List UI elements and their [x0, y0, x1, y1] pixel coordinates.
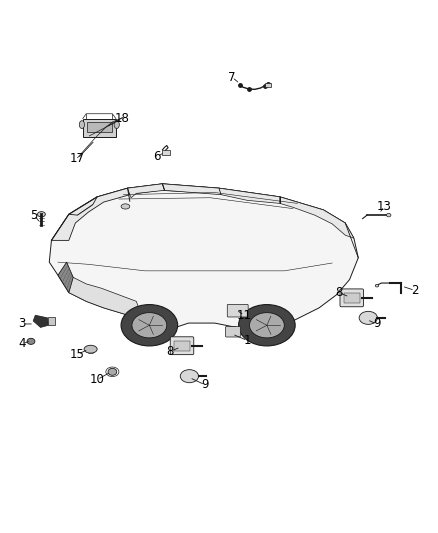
Ellipse shape [180, 370, 198, 383]
Polygon shape [33, 315, 48, 327]
FancyBboxPatch shape [344, 293, 360, 303]
Polygon shape [69, 196, 119, 225]
Text: 2: 2 [411, 284, 419, 297]
Polygon shape [62, 271, 143, 319]
Polygon shape [127, 184, 165, 198]
Text: 11: 11 [237, 309, 252, 322]
Text: 13: 13 [377, 200, 392, 213]
Text: 9: 9 [201, 378, 209, 391]
Ellipse shape [121, 304, 178, 346]
FancyBboxPatch shape [265, 83, 271, 87]
Ellipse shape [114, 120, 119, 128]
FancyBboxPatch shape [227, 304, 248, 317]
Text: 8: 8 [335, 286, 343, 299]
Text: 9: 9 [373, 318, 380, 330]
Ellipse shape [121, 204, 130, 209]
FancyBboxPatch shape [83, 118, 116, 137]
FancyBboxPatch shape [226, 327, 240, 337]
Text: 6: 6 [153, 150, 161, 163]
Ellipse shape [27, 338, 35, 344]
Polygon shape [280, 197, 354, 238]
Text: 15: 15 [70, 348, 85, 361]
Text: 7: 7 [228, 71, 236, 84]
Ellipse shape [239, 304, 295, 346]
FancyBboxPatch shape [162, 150, 170, 155]
Text: 4: 4 [18, 337, 26, 351]
Text: 17: 17 [70, 152, 85, 165]
Polygon shape [49, 184, 358, 334]
Polygon shape [58, 262, 73, 293]
Ellipse shape [79, 120, 85, 128]
Ellipse shape [387, 213, 391, 217]
Polygon shape [162, 184, 221, 195]
Polygon shape [78, 184, 345, 223]
FancyBboxPatch shape [174, 341, 190, 351]
Polygon shape [51, 188, 130, 240]
FancyBboxPatch shape [47, 317, 55, 325]
FancyBboxPatch shape [170, 337, 194, 354]
Ellipse shape [250, 313, 284, 338]
Text: 8: 8 [166, 345, 174, 358]
FancyBboxPatch shape [340, 289, 364, 307]
Text: 3: 3 [18, 318, 26, 330]
Ellipse shape [375, 284, 379, 287]
Ellipse shape [132, 313, 167, 338]
Text: 1: 1 [244, 334, 251, 347]
Text: 10: 10 [90, 373, 105, 386]
Ellipse shape [108, 368, 117, 375]
Ellipse shape [38, 212, 46, 217]
FancyBboxPatch shape [87, 122, 112, 133]
Polygon shape [219, 188, 280, 204]
Ellipse shape [84, 345, 97, 353]
Text: 18: 18 [115, 112, 130, 125]
Ellipse shape [359, 311, 378, 325]
Text: 5: 5 [30, 208, 38, 222]
